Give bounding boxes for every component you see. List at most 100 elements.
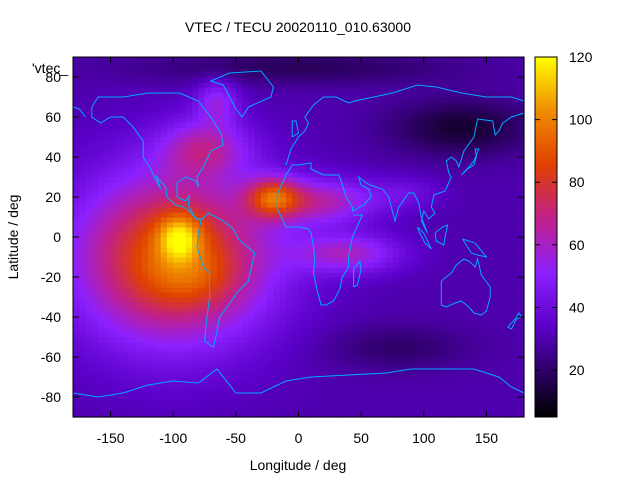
heatmap-cell [417, 97, 425, 103]
heatmap-cell [91, 207, 99, 213]
heatmap-cell [517, 237, 525, 243]
heatmap-cell [473, 242, 481, 248]
heatmap-cell [110, 317, 118, 323]
heatmap-cell [486, 112, 494, 118]
heatmap-cell [498, 262, 506, 268]
heatmap-cell [348, 272, 356, 278]
heatmap-cell [354, 157, 362, 163]
heatmap-cell [505, 362, 513, 368]
heatmap-cell [273, 327, 281, 333]
heatmap-cell [336, 312, 343, 318]
heatmap-cell [417, 332, 425, 338]
heatmap-cell [505, 242, 513, 248]
heatmap-cell [442, 392, 450, 398]
heatmap-cell [279, 227, 287, 233]
heatmap-cell [336, 317, 343, 323]
heatmap-cell [242, 367, 249, 373]
heatmap-cell [285, 202, 293, 208]
heatmap-cell [298, 337, 306, 343]
heatmap-cell [467, 312, 475, 318]
heatmap-cell [461, 292, 469, 298]
heatmap-cell [373, 92, 381, 98]
heatmap-cell [430, 367, 437, 373]
heatmap-cell [210, 157, 218, 163]
heatmap-cell [204, 377, 212, 383]
heatmap-cell [248, 87, 256, 93]
heatmap-cell [411, 392, 419, 398]
heatmap-cell [279, 122, 287, 128]
heatmap-cell [235, 272, 243, 278]
heatmap-cell [386, 302, 394, 308]
heatmap-cell [116, 87, 124, 93]
heatmap-cell [480, 207, 488, 213]
heatmap-cell [386, 392, 394, 398]
heatmap-cell [517, 407, 525, 413]
heatmap-cell [235, 187, 243, 193]
heatmap-cell [423, 217, 431, 223]
heatmap-cell [311, 412, 318, 418]
heatmap-cell [260, 407, 268, 413]
heatmap-cell [79, 117, 87, 123]
heatmap-cell [442, 222, 450, 228]
heatmap-cell [417, 142, 425, 148]
heatmap-cell [311, 327, 318, 333]
heatmap-cell [248, 102, 256, 108]
heatmap-cell [404, 312, 412, 318]
heatmap-cell [373, 207, 381, 213]
heatmap-cell [379, 287, 387, 293]
heatmap-cell [104, 357, 112, 363]
heatmap-cell [404, 317, 412, 323]
heatmap-cell [486, 352, 494, 358]
heatmap-cell [198, 317, 206, 323]
heatmap-cell [185, 272, 193, 278]
heatmap-cell [204, 272, 212, 278]
heatmap-cell [85, 97, 93, 103]
heatmap-cell [336, 207, 343, 213]
heatmap-cell [104, 97, 112, 103]
heatmap-cell [304, 252, 312, 258]
heatmap-cell [267, 252, 275, 258]
heatmap-cell [98, 312, 105, 318]
heatmap-cell [79, 162, 87, 168]
heatmap-cell [217, 347, 224, 353]
heatmap-cell [511, 112, 519, 118]
heatmap-cell [342, 407, 350, 413]
heatmap-cell [323, 112, 331, 118]
heatmap-cell [323, 207, 331, 213]
heatmap-cell [461, 212, 469, 218]
heatmap-cell [179, 322, 187, 328]
heatmap-cell [480, 152, 488, 158]
heatmap-cell [392, 217, 400, 223]
heatmap-cell [204, 342, 212, 348]
heatmap-cell [498, 372, 506, 378]
heatmap-cell [498, 362, 506, 368]
heatmap-cell [173, 227, 181, 233]
heatmap-cell [367, 217, 375, 223]
heatmap-cell [123, 402, 130, 408]
heatmap-cell [480, 217, 488, 223]
heatmap-cell [285, 212, 293, 218]
heatmap-cell [235, 317, 243, 323]
heatmap-cell [292, 387, 300, 393]
heatmap-cell [154, 377, 162, 383]
heatmap-cell [260, 142, 268, 148]
heatmap-cell [354, 87, 362, 93]
heatmap-cell [260, 177, 268, 183]
heatmap-cell [235, 372, 243, 378]
heatmap-cell [317, 282, 325, 288]
heatmap-cell [210, 262, 218, 268]
heatmap-cell [129, 257, 137, 263]
heatmap-cell [235, 322, 243, 328]
heatmap-cell [442, 152, 450, 158]
heatmap-cell [166, 137, 174, 143]
heatmap-cell [311, 132, 318, 138]
heatmap-cell [292, 327, 300, 333]
heatmap-cell [198, 157, 206, 163]
heatmap-cell [511, 267, 519, 273]
heatmap-cell [473, 362, 481, 368]
heatmap-cell [123, 397, 130, 403]
heatmap-cell [185, 367, 193, 373]
heatmap-cell [448, 157, 456, 163]
heatmap-cell [285, 292, 293, 298]
heatmap-cell [498, 132, 506, 138]
